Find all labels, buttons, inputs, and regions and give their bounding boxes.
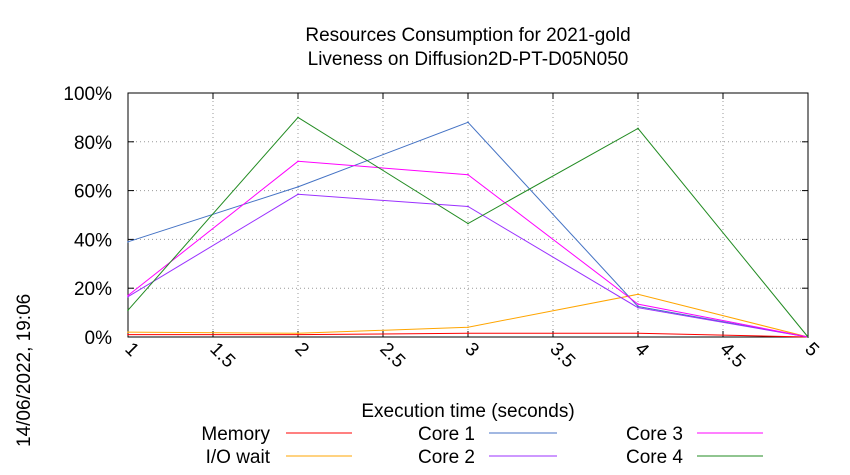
- series-point: [637, 293, 639, 296]
- series-point: [127, 309, 129, 311]
- series-point: [637, 127, 639, 130]
- series-point: [297, 160, 299, 163]
- x-tick-label: 2: [290, 339, 312, 361]
- series-point: [467, 222, 469, 225]
- series-point: [637, 306, 639, 309]
- series-point: [467, 173, 469, 176]
- series-point: [127, 295, 129, 298]
- timestamp-label: 14/06/2022, 19:06: [14, 294, 35, 447]
- series-point: [467, 326, 469, 329]
- series-point: [127, 331, 129, 333]
- y-tick-label: 0%: [85, 328, 113, 349]
- chart-title: Resources Consumption for 2021-gold: [305, 25, 630, 46]
- series-point: [297, 186, 299, 188]
- y-tick-label: 40%: [74, 230, 112, 251]
- series-point: [637, 303, 639, 305]
- series-point: [297, 193, 299, 196]
- series-point: [297, 333, 299, 336]
- series-point: [297, 332, 299, 335]
- series-point: [467, 205, 469, 208]
- y-tick-label: 20%: [74, 279, 112, 300]
- series-line: [127, 293, 809, 338]
- x-tick-label: 2.5: [375, 339, 409, 373]
- x-tick-label: 1: [120, 339, 142, 361]
- series-line: [127, 116, 809, 338]
- series-point: [127, 294, 129, 297]
- x-tick-label: 1.5: [205, 339, 239, 373]
- y-tick-label: 60%: [74, 182, 112, 203]
- x-tick-label: 3.5: [545, 339, 579, 373]
- series-point: [127, 333, 129, 336]
- y-tick-label: 100%: [63, 84, 112, 105]
- chart-subtitle: Liveness on Diffusion2D-PT-D05N050: [308, 49, 629, 70]
- legend-label: Core 3: [626, 424, 683, 445]
- series-point: [467, 121, 469, 124]
- series-point: [467, 332, 469, 335]
- x-axis-ticks: 1 1.5 2 2.5 3 3.5 4 4.5 5: [120, 93, 823, 373]
- series-point: [637, 332, 639, 335]
- x-tick-label: 3: [460, 339, 482, 361]
- x-axis-label: Execution time (seconds): [361, 401, 574, 422]
- series-lines: [127, 116, 809, 338]
- x-tick-label: 5: [800, 339, 822, 361]
- legend-label: Core 4: [626, 447, 683, 468]
- grid-lines: [128, 93, 808, 337]
- y-tick-label: 80%: [74, 133, 112, 154]
- legend-label: Core 1: [418, 424, 475, 445]
- x-tick-label: 4: [630, 339, 653, 362]
- series-point: [807, 336, 809, 338]
- y-axis-ticks: 0% 20% 40% 60% 80% 100%: [63, 84, 808, 349]
- x-tick-label: 4.5: [715, 339, 749, 373]
- legend-label: Core 2: [418, 447, 475, 468]
- series-point: [127, 241, 129, 243]
- legend-label: Memory: [201, 424, 270, 445]
- legend-label: I/O wait: [206, 447, 271, 468]
- series-point: [297, 116, 299, 119]
